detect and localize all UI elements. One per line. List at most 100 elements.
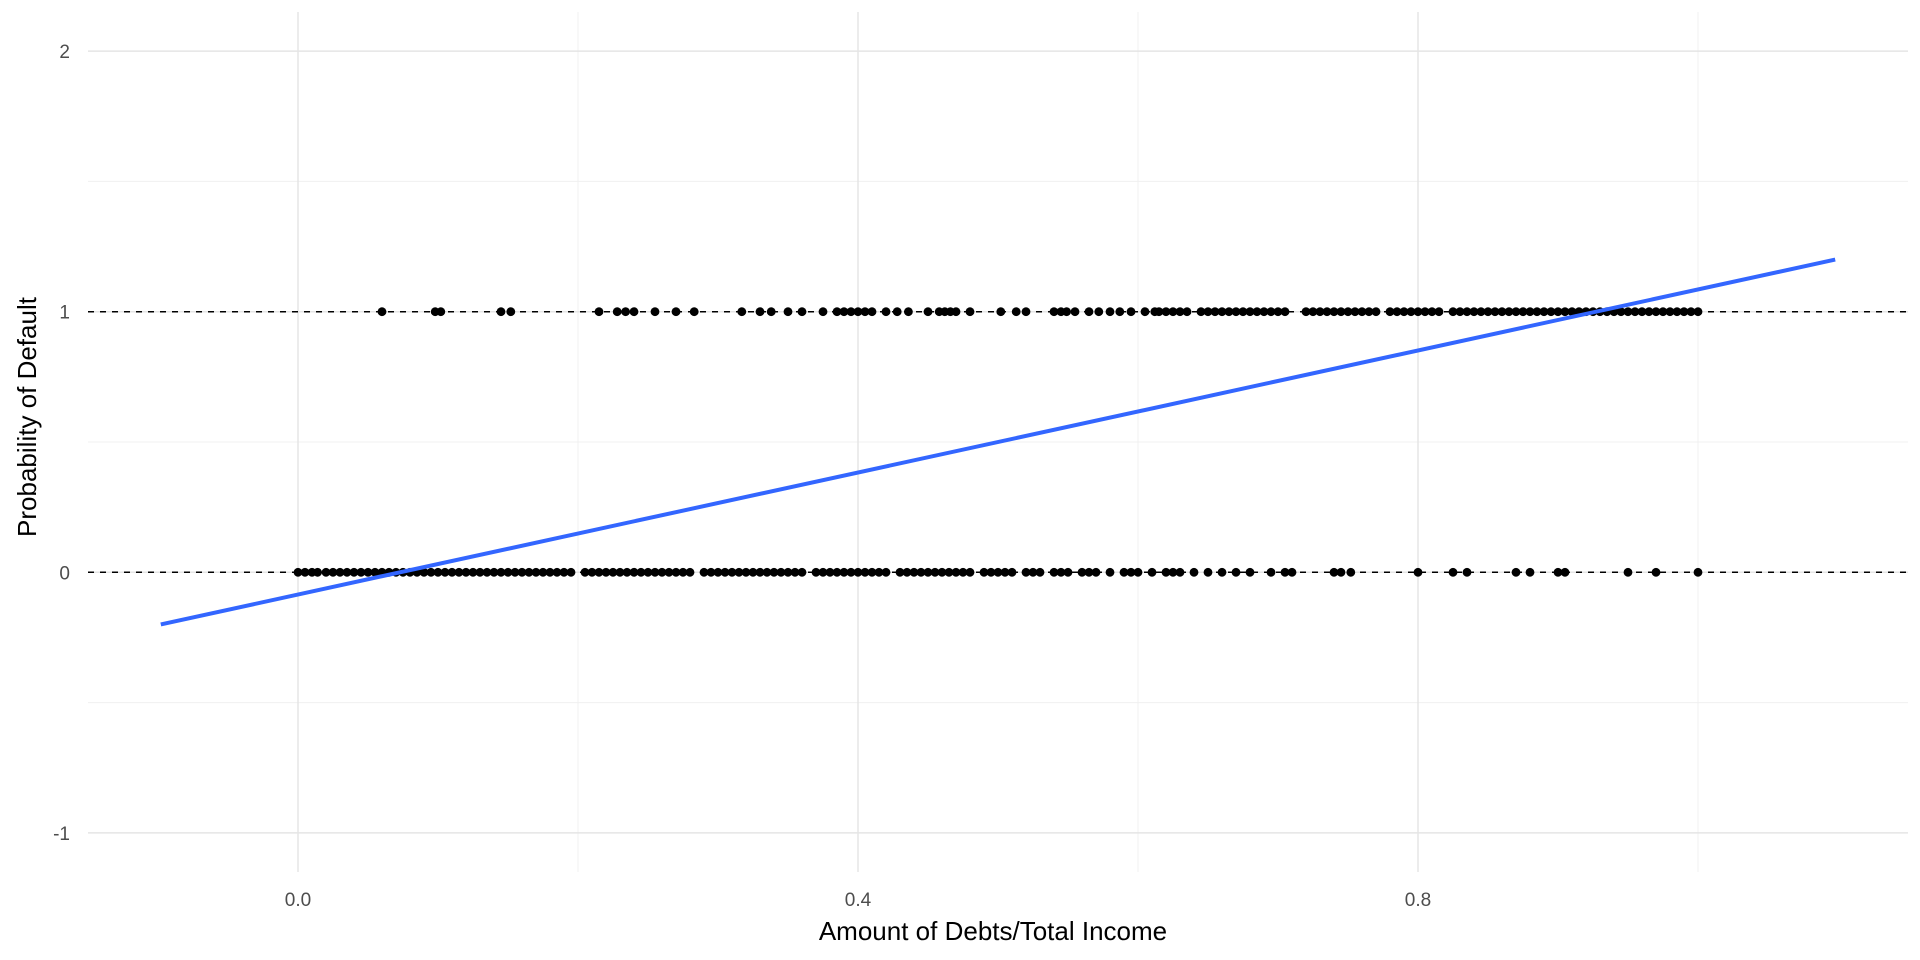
- data-point: [1000, 567, 1010, 577]
- data-point: [363, 567, 373, 577]
- data-point: [1371, 307, 1381, 317]
- data-point: [1679, 307, 1689, 317]
- data-point: [545, 567, 555, 577]
- data-point: [1490, 307, 1500, 317]
- data-point: [1357, 307, 1367, 317]
- data-point: [993, 567, 1003, 577]
- data-point: [1644, 307, 1654, 317]
- data-point: [1399, 307, 1409, 317]
- data-point: [846, 307, 856, 317]
- data-point: [356, 567, 366, 577]
- data-point: [965, 567, 975, 577]
- data-point: [1560, 307, 1570, 317]
- data-point: [979, 567, 989, 577]
- data-point: [615, 567, 625, 577]
- data-point: [1049, 567, 1059, 577]
- data-point: [433, 567, 443, 577]
- data-point: [531, 567, 541, 577]
- data-point: [1346, 567, 1356, 577]
- data-point: [1021, 307, 1031, 317]
- data-point: [1133, 567, 1143, 577]
- data-point: [1056, 567, 1066, 577]
- data-point: [594, 307, 604, 317]
- data-point: [1413, 307, 1423, 317]
- data-point: [1266, 567, 1276, 577]
- data-point: [454, 567, 464, 577]
- data-point: [1147, 567, 1157, 577]
- data-point: [1119, 567, 1129, 577]
- data-point: [1315, 307, 1325, 317]
- data-point: [825, 567, 835, 577]
- data-point: [874, 567, 884, 577]
- data-point: [1511, 307, 1521, 317]
- data-point: [629, 307, 639, 317]
- data-point: [1448, 567, 1458, 577]
- data-point: [1021, 567, 1031, 577]
- data-point: [867, 567, 877, 577]
- data-point: [727, 567, 737, 577]
- data-point: [1329, 567, 1339, 577]
- data-point: [1658, 307, 1668, 317]
- data-point: [860, 567, 870, 577]
- data-point: [713, 567, 723, 577]
- data-point: [612, 307, 622, 317]
- data-point: [748, 567, 758, 577]
- y-axis-title: Probability of Default: [12, 296, 42, 537]
- data-point: [951, 567, 961, 577]
- data-point: [1322, 307, 1332, 317]
- data-point: [1413, 567, 1423, 577]
- data-point: [1497, 307, 1507, 317]
- data-point: [1238, 307, 1248, 317]
- data-point: [892, 307, 902, 317]
- data-point: [818, 567, 828, 577]
- data-point: [1217, 567, 1227, 577]
- data-point: [1189, 567, 1199, 577]
- data-point: [594, 567, 604, 577]
- y-tick-label: -1: [53, 824, 70, 845]
- data-point: [1175, 307, 1185, 317]
- data-point: [867, 307, 877, 317]
- data-point: [930, 567, 940, 577]
- data-point: [797, 307, 807, 317]
- data-point: [1693, 567, 1703, 577]
- data-point: [1094, 307, 1104, 317]
- data-point: [678, 567, 688, 577]
- data-point: [426, 567, 436, 577]
- data-point: [1245, 307, 1255, 317]
- data-point: [881, 307, 891, 317]
- data-point: [853, 567, 863, 577]
- x-axis-title: Amount of Debts/Total Income: [819, 916, 1167, 946]
- data-point: [937, 567, 947, 577]
- data-point: [1420, 307, 1430, 317]
- data-point: [783, 307, 793, 317]
- data-point: [1651, 567, 1661, 577]
- data-point: [832, 307, 842, 317]
- data-point: [621, 307, 630, 317]
- data-point: [1168, 567, 1178, 577]
- data-point: [1651, 307, 1661, 317]
- data-point: [629, 567, 639, 577]
- data-point: [1140, 307, 1150, 317]
- data-point: [1062, 307, 1071, 317]
- data-point: [1455, 307, 1465, 317]
- data-point: [996, 307, 1006, 317]
- data-point: [1567, 307, 1577, 317]
- data-point: [1028, 567, 1038, 577]
- data-point: [1049, 307, 1059, 317]
- data-point: [832, 567, 842, 577]
- data-point: [1553, 307, 1563, 317]
- data-point: [1168, 307, 1178, 317]
- data-point: [503, 567, 513, 577]
- tick-labels: 0.0 0.4 0.8 -1 0 1 2: [53, 42, 1431, 911]
- data-point: [951, 307, 961, 317]
- data-point: [965, 307, 975, 317]
- data-point: [1469, 307, 1479, 317]
- data-point: [1637, 307, 1647, 317]
- data-point: [370, 567, 380, 577]
- data-point: [1616, 307, 1626, 317]
- data-point: [1154, 307, 1164, 317]
- data-point: [1091, 567, 1101, 577]
- data-point: [790, 567, 800, 577]
- data-point: [755, 307, 765, 317]
- data-point: [601, 567, 611, 577]
